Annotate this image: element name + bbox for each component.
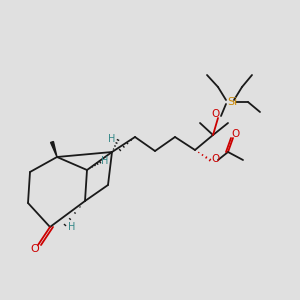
Text: H: H — [108, 134, 116, 144]
Polygon shape — [51, 142, 57, 157]
Text: O: O — [231, 129, 239, 139]
Text: O: O — [31, 244, 39, 254]
Text: H: H — [68, 222, 76, 232]
Text: O: O — [211, 154, 219, 164]
Text: Si: Si — [227, 97, 237, 107]
Text: O: O — [211, 109, 219, 119]
Text: H: H — [101, 156, 109, 166]
